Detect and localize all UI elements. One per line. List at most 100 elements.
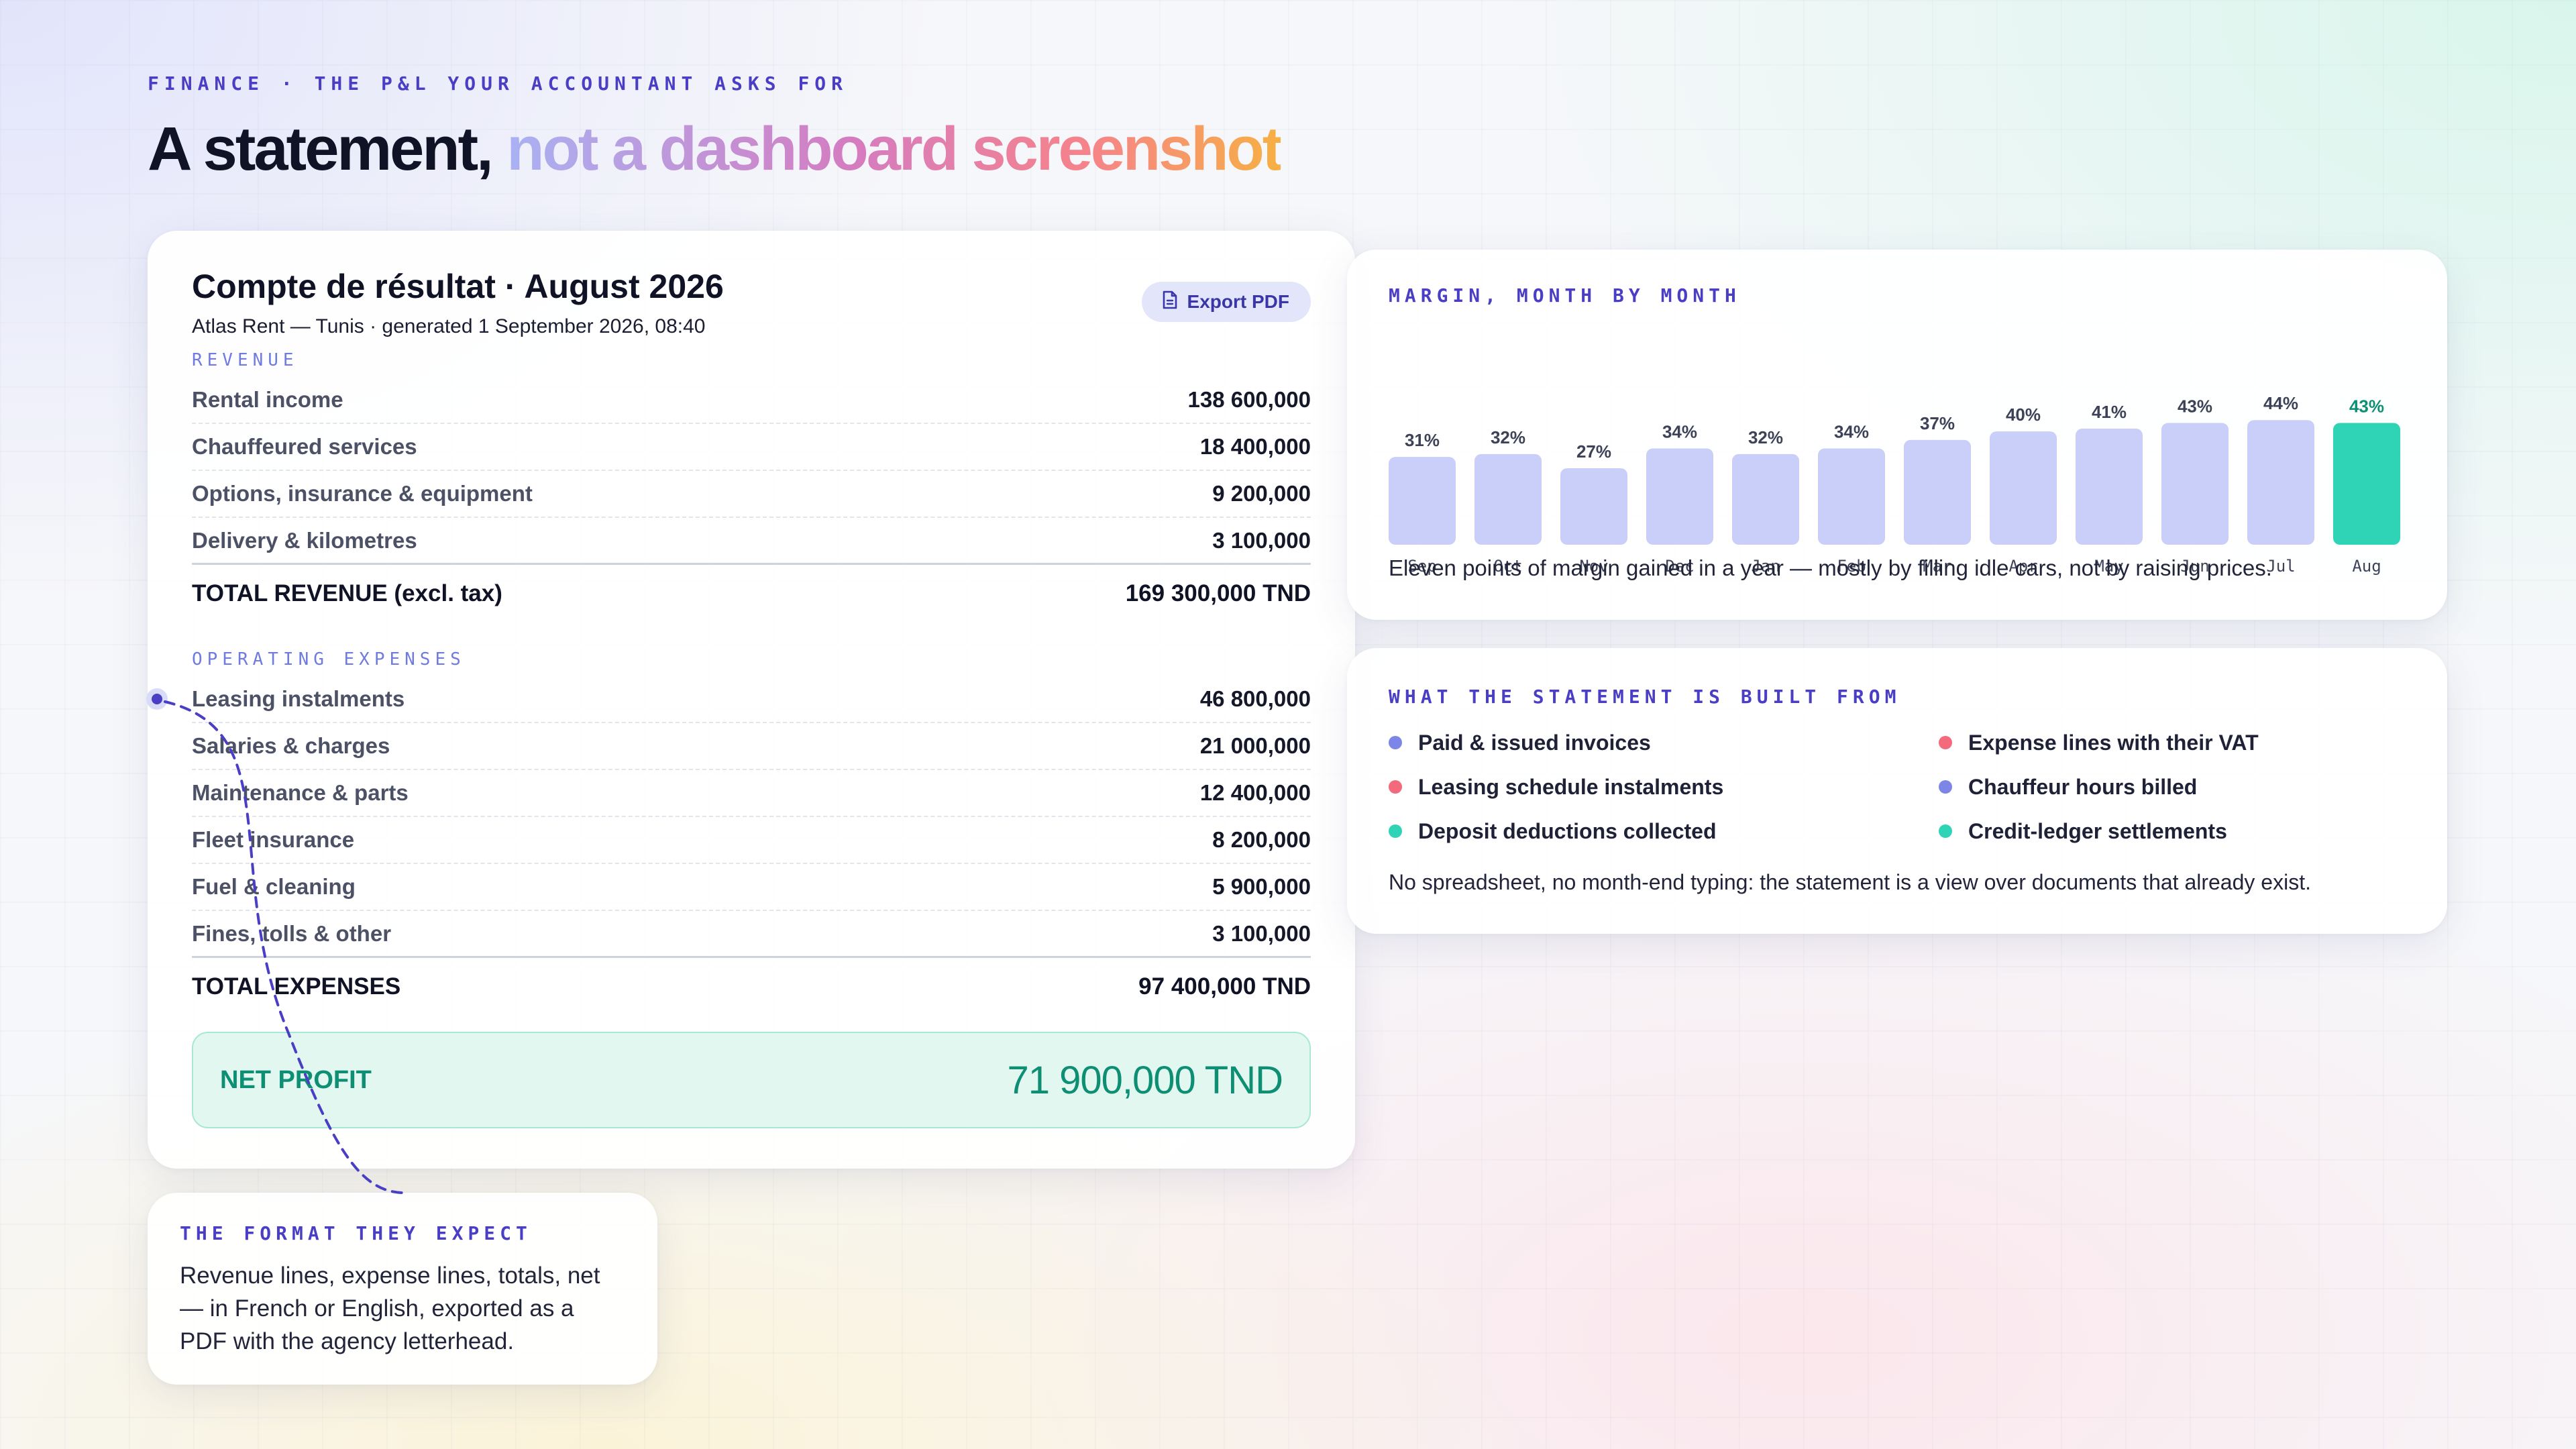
total-expenses-row: TOTAL EXPENSES 97 400,000 TND	[192, 958, 1311, 1016]
headline-highlight: not a dashboard screenshot	[506, 115, 1283, 183]
x-tick-label: Sep	[1407, 557, 1436, 576]
bar-sep	[1389, 457, 1456, 545]
total-revenue-label: TOTAL REVENUE (excl. tax)	[192, 580, 502, 606]
source-item: Expense lines with their VAT	[1939, 728, 2408, 757]
source-item: Leasing schedule instalments	[1389, 772, 1939, 802]
line-label: Salaries & charges	[192, 733, 390, 758]
bar-jan	[1732, 453, 1799, 545]
source-item: Deposit deductions collected	[1389, 816, 1939, 846]
bar-value-label: 41%	[2092, 402, 2127, 422]
source-item: Credit-ledger settlements	[1939, 816, 2408, 846]
margin-chart-card: MARGIN, MONTH BY MONTH 31% Sep 32% Oct 27% No…	[1347, 250, 2447, 620]
line-amount: 3 100,000	[1212, 527, 1311, 553]
x-tick-label: Jan	[1751, 557, 1780, 576]
bar-value-label: 27%	[1576, 441, 1611, 462]
bar-value-label: 44%	[2263, 393, 2298, 413]
bar-value-label: 34%	[1662, 421, 1697, 441]
total-expenses-label: TOTAL EXPENSES	[192, 973, 401, 1000]
format-text: Revenue lines, expense lines, totals, ne…	[180, 1263, 600, 1354]
bar-aug	[2333, 423, 2400, 545]
bar-may	[2076, 428, 2143, 545]
expense-line: Fines, tolls & other 3 100,000	[192, 911, 1311, 958]
export-pdf-label: Export PDF	[1187, 291, 1289, 312]
line-amount: 18 400,000	[1199, 434, 1311, 459]
line-label: Fuel & cleaning	[192, 874, 356, 899]
total-revenue-amount: 169 300,000 TND	[1125, 580, 1311, 606]
line-label: Leasing instalments	[192, 686, 405, 711]
bar-value-label: 31%	[1405, 430, 1440, 450]
line-amount: 3 100,000	[1212, 920, 1311, 946]
line-label: Rental income	[192, 387, 343, 412]
bar-feb	[1818, 448, 1885, 545]
bar-dec	[1646, 448, 1713, 545]
export-pdf-button[interactable]: Export PDF	[1141, 282, 1311, 322]
x-tick-label: Feb	[1837, 557, 1866, 576]
line-label: Fines, tolls & other	[192, 920, 392, 946]
x-tick-label: Dec	[1665, 557, 1694, 576]
statement-title: Compte de résultat · August 2026	[192, 268, 724, 305]
margin-chart-label: MARGIN, MONTH BY MONTH	[1389, 284, 1741, 307]
line-amount: 138 600,000	[1187, 387, 1311, 412]
bar-value-label: 43%	[2349, 396, 2384, 416]
bullet-dot-icon	[1939, 736, 1952, 749]
expense-line: Salaries & charges 21 000,000	[192, 723, 1311, 770]
bullet-dot-icon	[1389, 736, 1402, 749]
bar-oct	[1474, 453, 1542, 545]
revenue-line: Delivery & kilometres 3 100,000	[192, 518, 1311, 565]
revenue-lines: Rental income 138 600,000 Chauffeured ser…	[192, 377, 1311, 565]
bar-apr	[1990, 431, 2057, 545]
line-amount: 8 200,000	[1212, 827, 1311, 852]
line-amount: 21 000,000	[1199, 733, 1311, 758]
margin-chart-caption: Eleven points of margin gained in a year…	[1389, 555, 2272, 580]
line-amount: 5 900,000	[1212, 874, 1311, 899]
revenue-line: Options, insurance & equipment 9 200,000	[192, 471, 1311, 518]
x-tick-label: Jul	[2266, 557, 2295, 576]
page-headline: A statement, not a dashboard screenshot	[148, 114, 1283, 184]
bar-mar	[1904, 439, 1971, 545]
source-label: Deposit deductions collected	[1418, 818, 1717, 843]
bar-value-label: 32%	[1748, 427, 1783, 447]
bar-value-label: 34%	[1834, 421, 1869, 441]
revenue-line: Chauffeured services 18 400,000	[192, 424, 1311, 471]
bar-value-label: 40%	[2006, 405, 2041, 425]
bar-jun	[2161, 423, 2229, 545]
x-tick-label: Aug	[2352, 557, 2381, 576]
statement-card: Compte de résultat · August 2026 Atlas R…	[148, 231, 1355, 1169]
total-revenue-row: TOTAL REVENUE (excl. tax) 169 300,000 TND	[192, 565, 1311, 623]
bar-value-label: 43%	[2178, 396, 2212, 416]
expense-line: Leasing instalments 46 800,000	[192, 676, 1311, 723]
bar-value-label: 37%	[1920, 413, 1955, 433]
bar-jul	[2247, 420, 2314, 545]
net-profit-box: NET PROFIT 71 900,000 TND	[192, 1032, 1311, 1128]
sources-note: No spreadsheet, no month-end typing: the…	[1389, 870, 2311, 894]
expenses-section-label: OPERATING EXPENSES	[192, 649, 466, 669]
source-label: Credit-ledger settlements	[1968, 818, 2227, 843]
format-label: THE FORMAT THEY EXPECT	[180, 1222, 532, 1244]
x-tick-label: Jun	[2180, 557, 2209, 576]
line-label: Maintenance & parts	[192, 780, 409, 805]
bullet-dot-icon	[1389, 824, 1402, 838]
format-card: THE FORMAT THEY EXPECT Revenue lines, ex…	[148, 1193, 657, 1385]
bullet-dot-icon	[1939, 780, 1952, 794]
margin-bar-chart: 31% Sep 32% Oct 27% Nov 34% Dec 32% Jan 34% Feb 37% M…	[1389, 393, 2400, 576]
line-amount: 46 800,000	[1199, 686, 1311, 711]
pdf-file-icon	[1162, 290, 1178, 314]
line-amount: 9 200,000	[1212, 481, 1311, 506]
x-tick-label: May	[2094, 557, 2123, 576]
net-profit-amount: 71 900,000 TND	[1007, 1058, 1283, 1102]
source-label: Leasing schedule instalments	[1418, 774, 1724, 799]
bar-nov	[1560, 468, 1627, 545]
expense-line: Fleet insurance 8 200,000	[192, 817, 1311, 864]
expense-line: Maintenance & parts 12 400,000	[192, 770, 1311, 817]
source-label: Chauffeur hours billed	[1968, 774, 2198, 799]
bullet-dot-icon	[1939, 824, 1952, 838]
line-label: Fleet insurance	[192, 827, 355, 852]
x-tick-label: Oct	[1493, 557, 1522, 576]
line-label: Options, insurance & equipment	[192, 481, 533, 506]
expense-lines: Leasing instalments 46 800,000 Salaries &…	[192, 676, 1311, 958]
source-item: Paid & issued invoices	[1389, 728, 1939, 757]
sources-card: WHAT THE STATEMENT IS BUILT FROM Paid & …	[1347, 648, 2447, 934]
bullet-dot-icon	[1389, 780, 1402, 794]
revenue-section-label: REVENUE	[192, 350, 299, 370]
line-label: Delivery & kilometres	[192, 527, 417, 553]
